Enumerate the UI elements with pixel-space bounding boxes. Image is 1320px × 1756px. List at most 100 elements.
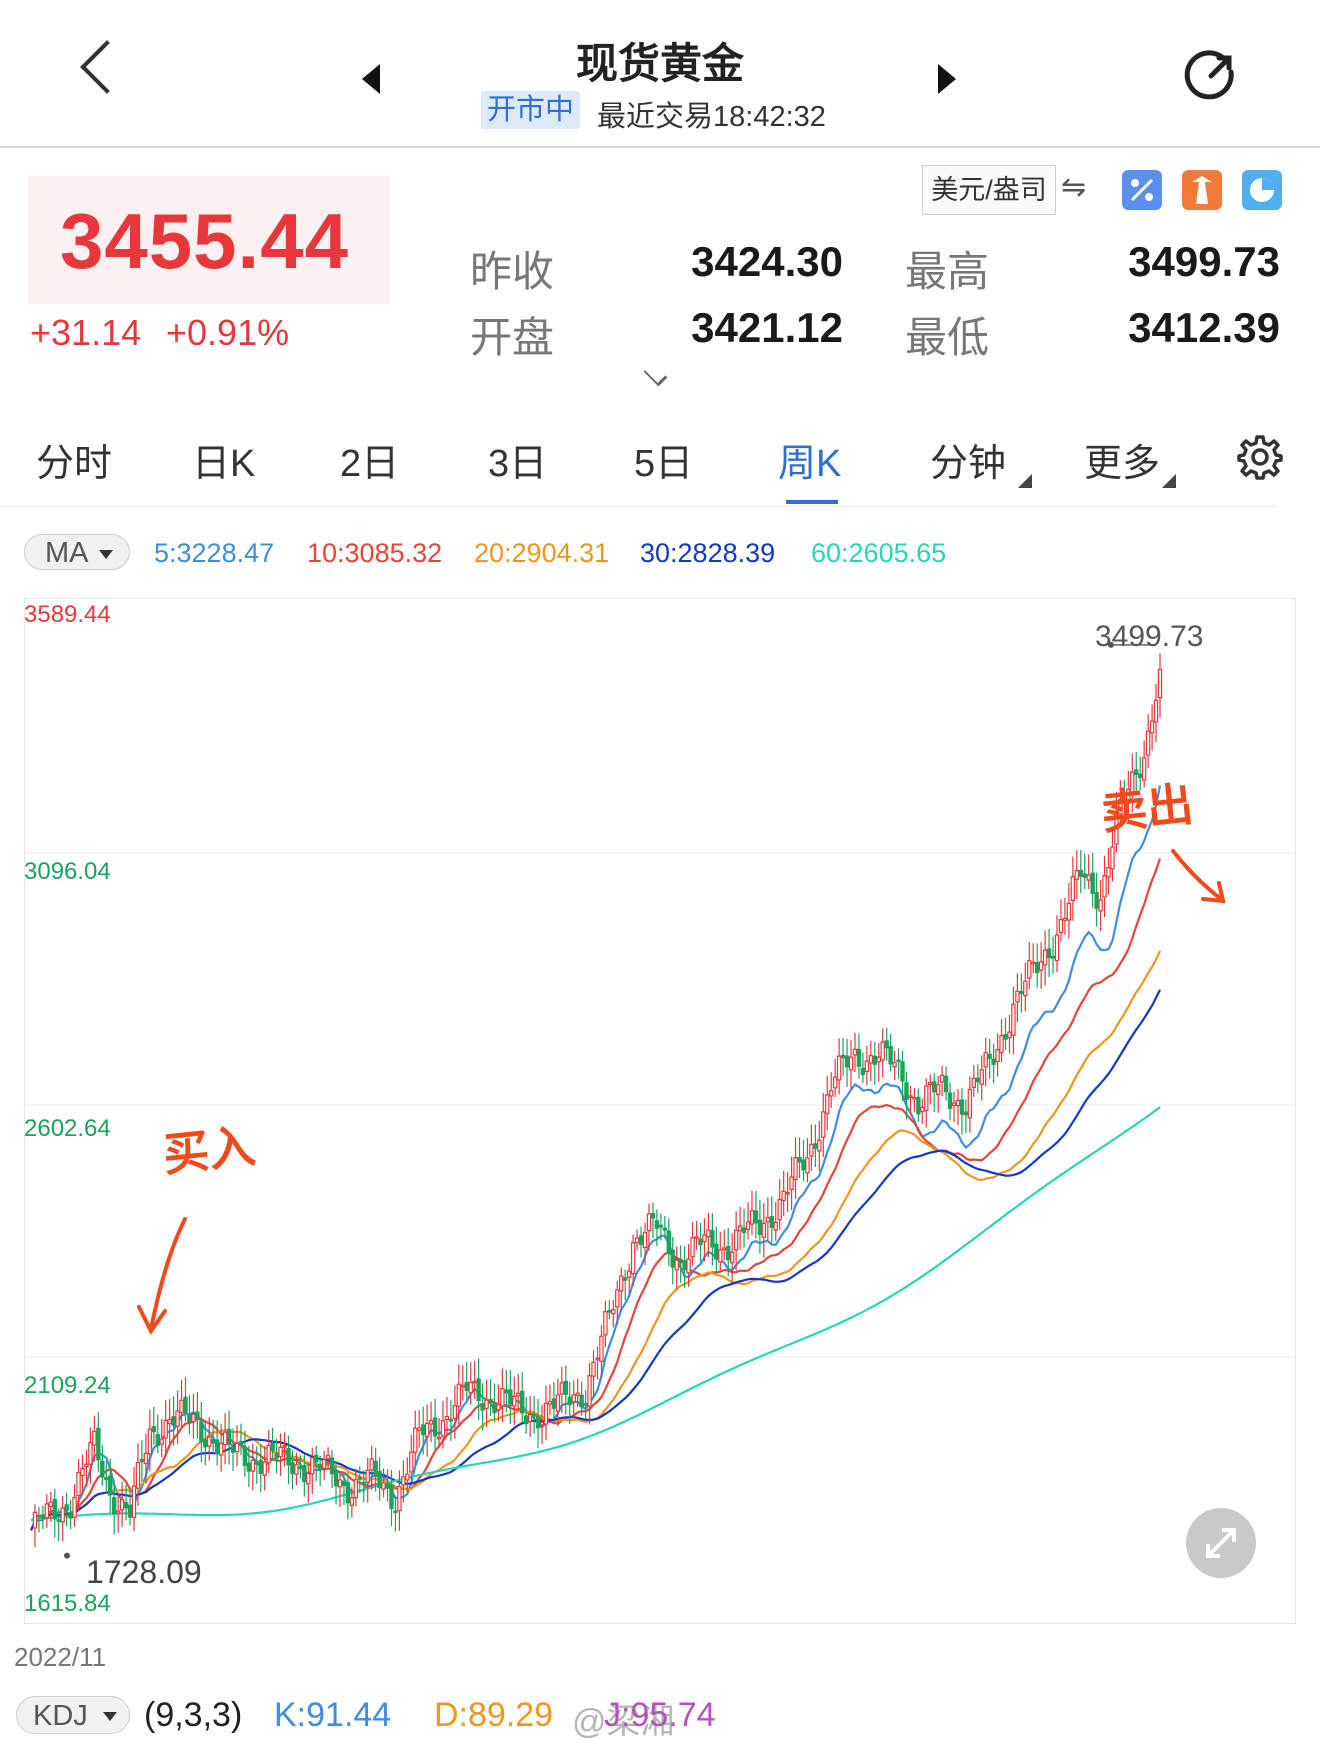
candle-body [195,1411,200,1420]
candle-body [119,1499,125,1511]
candle-body [310,1457,315,1475]
candle-body [1066,902,1072,921]
candle-body [690,1237,695,1258]
high-label: 最高 [905,248,990,295]
candle-body [68,1512,73,1519]
next-instrument-icon[interactable] [938,64,956,94]
candle-body [1126,788,1131,801]
candle-body [836,1055,842,1081]
candle-body [623,1277,628,1281]
percent-tool-icon[interactable] [1122,170,1162,210]
lighthouse-icon[interactable] [1182,170,1222,210]
candle-body [888,1045,893,1065]
candle-body [726,1245,731,1261]
swap-unit-icon[interactable]: ⇋ [1061,171,1087,204]
candle-body [698,1238,703,1246]
candle-body [444,1416,450,1420]
pie-chart-icon[interactable] [1242,170,1282,210]
candle-body [214,1439,220,1455]
candle-body [1157,668,1163,699]
unit-selector[interactable]: 美元/盎司 [922,165,1056,215]
candle-body [722,1247,727,1251]
candle-body [559,1382,565,1395]
tab-5-day[interactable]: 5日 [634,443,694,485]
candle-body [813,1143,818,1149]
ma-line-ma60 [30,1106,1161,1522]
candle-body [405,1473,410,1481]
ma10-value: 10:3085.32 [307,538,443,568]
candle-body [603,1311,608,1336]
tab-intraday[interactable]: 分时 [36,443,113,485]
tab-daily-k[interactable]: 日K [192,443,256,485]
candle-body [222,1431,228,1446]
tab-minute[interactable]: 分钟 [930,443,1007,485]
current-price: 3455.44 [60,197,349,285]
candle-body [500,1388,505,1407]
tab-2-day[interactable]: 2日 [340,443,400,485]
candle-body [710,1230,715,1248]
candle-body [302,1464,307,1483]
candle-body [749,1210,755,1225]
tab-3-day[interactable]: 3日 [488,443,548,485]
candle-body [314,1454,319,1463]
candle-body [571,1394,576,1403]
candle-body [270,1442,275,1452]
candle-body [908,1095,913,1099]
previous-instrument-icon[interactable] [362,64,380,94]
candle-body [1038,961,1044,971]
ma-line-ma20 [29,950,1162,1531]
candle-body [155,1433,160,1447]
candle-body [1007,1031,1012,1039]
candle-body [1106,867,1111,878]
candle-body [852,1048,858,1056]
candle-body [785,1191,790,1195]
candle-body [72,1496,77,1518]
candle-body [1118,798,1123,815]
candle-body [341,1480,347,1486]
candle-body [108,1475,113,1496]
candle-body [428,1420,434,1425]
candle-body [1110,846,1115,870]
candle-body [286,1448,291,1466]
tab-weekly-k[interactable]: 周K [778,443,842,485]
candle-body [175,1410,180,1427]
candle-body [678,1258,683,1264]
candle-body [504,1389,509,1394]
kdj-j-value: J:95.74 [604,1696,716,1734]
candle-body [658,1224,664,1228]
candle-body [793,1157,798,1181]
candle-body [96,1427,101,1461]
candle-body [995,1048,1000,1063]
tab-more[interactable]: 更多 [1084,443,1161,485]
candle-body [211,1439,216,1444]
gear-icon[interactable] [1237,434,1283,480]
candle-body [527,1414,533,1422]
candle-body [183,1396,188,1414]
candle-body [179,1399,184,1414]
candle-body [203,1439,208,1448]
candle-body [860,1067,866,1076]
high-marker-label: 3499.73 [1095,620,1204,653]
candle-body [924,1085,929,1112]
candle-body [626,1270,632,1278]
candle-body [242,1447,248,1466]
candle-body [1114,810,1119,845]
indicator-selector-ma[interactable]: MA [24,534,130,570]
candle-body [1074,869,1080,880]
candle-body [765,1216,771,1223]
candle-body [1145,730,1151,756]
indicator-selector-kdj[interactable]: KDJ [16,1696,130,1734]
refresh-icon[interactable] [1183,48,1239,104]
candle-body [943,1075,949,1093]
candle-body [682,1260,687,1271]
candle-body [436,1436,442,1440]
candle-body [1034,962,1040,974]
candle-body [123,1502,129,1509]
candle-body [900,1061,905,1082]
expand-quote-chevron-icon[interactable] [643,362,668,387]
kline-chart[interactable]: 买入 卖出 [24,598,1296,1624]
fullscreen-expand-icon[interactable] [1186,1508,1256,1578]
market-status-badge: 开市中 [481,91,581,129]
candle-body [36,1514,42,1518]
ma5-value: 5:3228.47 [154,538,275,568]
